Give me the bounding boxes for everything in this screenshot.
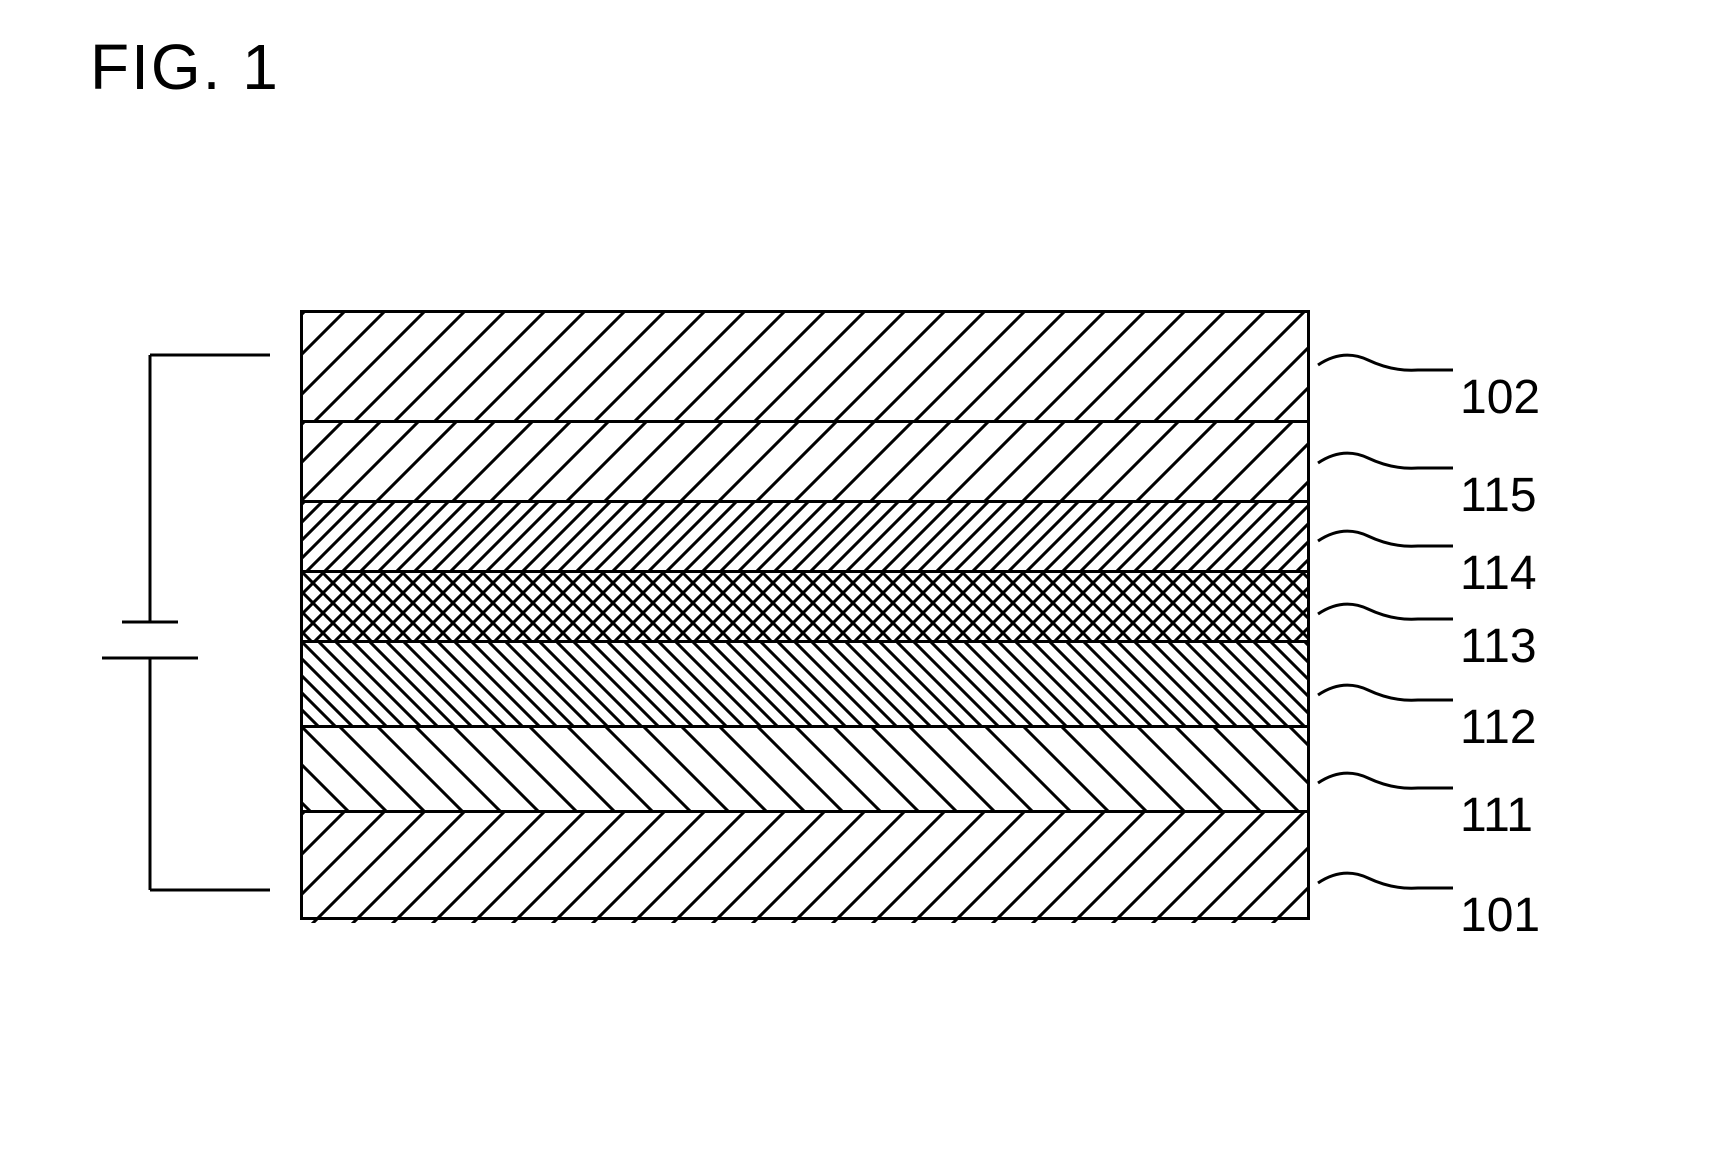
leader-101 — [1318, 853, 1458, 913]
layer-label-114: 114 — [1460, 546, 1537, 601]
layer-label-113: 113 — [1460, 619, 1537, 674]
layer-101 — [303, 813, 1307, 923]
layer-115 — [303, 423, 1307, 503]
layer-label-111: 111 — [1460, 788, 1533, 843]
leader-113 — [1318, 584, 1458, 644]
leader-111 — [1318, 753, 1458, 813]
circuit — [90, 310, 270, 940]
leader-114 — [1318, 511, 1458, 571]
layer-label-101: 101 — [1460, 888, 1540, 943]
layer-label-112: 112 — [1460, 700, 1537, 755]
leader-115 — [1318, 433, 1458, 493]
layer-112 — [303, 643, 1307, 728]
leader-102 — [1318, 335, 1458, 395]
layer-102 — [303, 313, 1307, 423]
layer-label-102: 102 — [1460, 370, 1540, 425]
layer-113 — [303, 573, 1307, 643]
layer-114 — [303, 503, 1307, 573]
figure-title: FIG. 1 — [90, 30, 280, 104]
layer-stack — [300, 310, 1310, 920]
layer-label-115: 115 — [1460, 468, 1537, 523]
leader-112 — [1318, 665, 1458, 725]
layer-111 — [303, 728, 1307, 813]
